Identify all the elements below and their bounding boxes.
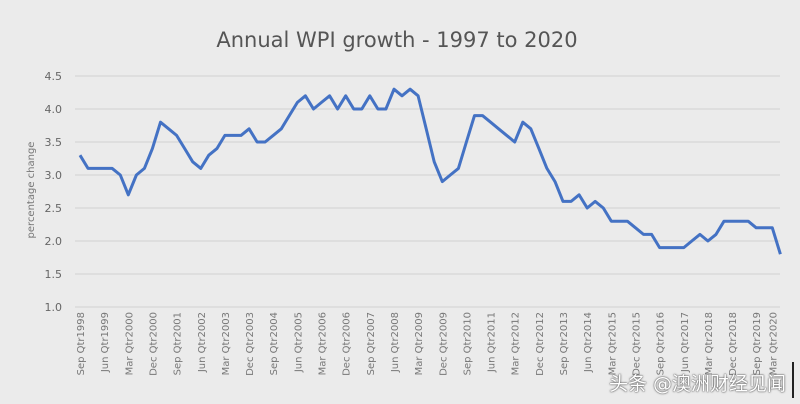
- x-tick-label: Sep Qtr2001: [173, 312, 184, 375]
- x-tick-label: Mar Qtr2003: [221, 312, 232, 375]
- divider: [792, 362, 794, 398]
- x-tick-label: Jun Qtr2008: [390, 312, 401, 373]
- x-tick-label: Dec Qtr2015: [631, 312, 642, 376]
- y-tick-label: 2.5: [45, 202, 63, 215]
- chart-title: Annual WPI growth - 1997 to 2020: [216, 28, 577, 52]
- x-tick-label: Jun Qtr1999: [100, 312, 111, 373]
- x-tick-label: Sep Qtr2004: [269, 312, 280, 375]
- y-tick-label: 3.5: [45, 136, 63, 149]
- y-tick-label: 4.0: [45, 103, 63, 116]
- x-tick-label: Dec Qtr2000: [148, 312, 159, 376]
- x-tick-label: Dec Qtr2012: [535, 312, 546, 376]
- x-tick-label: Jun Qtr2005: [293, 312, 304, 373]
- x-tick-label: Dec Qtr2006: [342, 312, 353, 376]
- x-tick-label: Dec Qtr2018: [728, 312, 739, 376]
- x-tick-label: Mar Qtr2020: [768, 312, 779, 375]
- x-tick-label: Jun Qtr2002: [197, 312, 208, 373]
- y-tick-label: 2.0: [45, 235, 63, 248]
- x-tick-label: Sep Qtr2016: [656, 312, 667, 375]
- watermark: 头条 @澳洲财经见闻: [608, 373, 786, 395]
- x-tick-label: Sep Qtr2007: [366, 312, 377, 375]
- y-axis-label: percentage change: [26, 142, 37, 239]
- y-tick-label: 4.5: [45, 70, 63, 83]
- y-tick-label: 1.0: [45, 301, 63, 314]
- x-tick-label: Mar Qtr2006: [318, 312, 329, 375]
- x-tick-label: Sep Qtr2019: [752, 312, 763, 375]
- x-tick-label: Sep Qtr2010: [462, 312, 473, 375]
- x-tick-label: Jun Qtr2017: [680, 312, 691, 373]
- y-tick-label: 3.0: [45, 169, 63, 182]
- x-tick-label: Jun Qtr2014: [583, 312, 594, 373]
- x-tick-label: Mar Qtr2000: [124, 312, 135, 375]
- x-tick-label: Sep Qtr1998: [76, 312, 87, 375]
- x-tick-label: Mar Qtr2015: [607, 312, 618, 375]
- wpi-series-line: [78, 87, 782, 255]
- x-tick-label: Jun Qtr2011: [487, 312, 498, 373]
- x-tick-label: Dec Qtr2009: [438, 312, 449, 376]
- x-tick-label: Sep Qtr2013: [559, 312, 570, 375]
- y-tick-label: 1.5: [45, 268, 63, 281]
- x-tick-label: Mar Qtr2009: [414, 312, 425, 375]
- x-tick-label: Mar Qtr2018: [704, 312, 715, 375]
- x-tick-label: Dec Qtr2003: [245, 312, 256, 376]
- x-tick-label: Mar Qtr2012: [511, 312, 522, 375]
